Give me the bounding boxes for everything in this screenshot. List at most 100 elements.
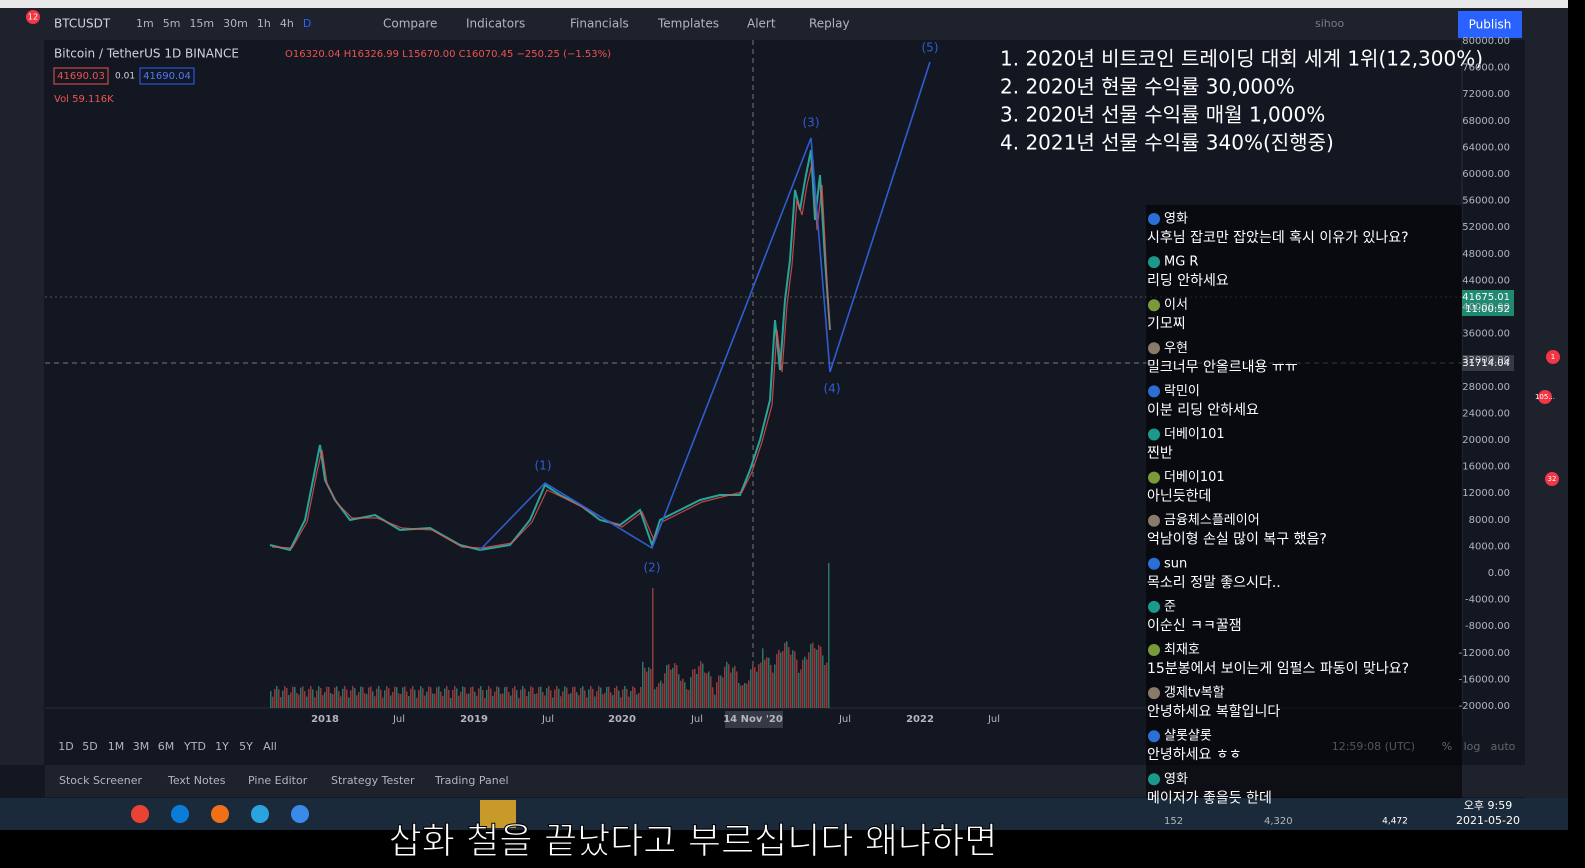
volume-bar (624, 686, 626, 708)
taskbar-stat: 152 (1164, 816, 1183, 827)
volume-bar (424, 695, 426, 708)
bottom-tab[interactable]: Pine Editor (248, 774, 308, 787)
taskbar-active[interactable] (480, 800, 516, 828)
volume-bar (678, 674, 680, 708)
price-series (269, 149, 831, 552)
taskbar-app[interactable] (251, 805, 269, 823)
scale-option[interactable]: % (1442, 740, 1452, 753)
price-label: 64000.00 (1462, 142, 1510, 153)
chat-name: 더베이101 (1164, 470, 1225, 485)
chat-message: 안녕하세요 ㅎㅎ (1147, 747, 1242, 763)
volume-bar (696, 673, 698, 708)
price-label: 8000.00 (1469, 515, 1510, 526)
taskbar-app[interactable] (171, 805, 189, 823)
chat-bg (1146, 205, 1462, 808)
volume-bar (692, 669, 694, 708)
wave-label: (4) (824, 382, 841, 396)
overlay-line: 3. 2020년 선물 수익률 매월 1,000% (1000, 103, 1325, 127)
interval[interactable]: D (303, 17, 311, 30)
bottom-tab[interactable]: Strategy Tester (331, 774, 415, 787)
volume-bar (550, 690, 552, 708)
chat-name: 금융체스플레이어 (1164, 513, 1260, 528)
range-button[interactable]: All (263, 740, 277, 753)
interval[interactable]: 4h (280, 17, 294, 30)
chat-message: 이분 리딩 안하세요 (1147, 402, 1259, 418)
volume-bar (806, 659, 808, 708)
volume-bar (542, 692, 544, 708)
volume-bar (612, 695, 614, 708)
range-button[interactable]: 3M (133, 740, 150, 753)
volume-bar (300, 687, 302, 708)
chat-name: 이서 (1164, 298, 1188, 313)
taskbar-app[interactable] (291, 805, 309, 823)
interval[interactable]: 1h (257, 17, 271, 30)
bottom-tab[interactable]: Text Notes (167, 774, 226, 787)
volume-bar (416, 697, 418, 708)
interval[interactable]: 15m (189, 17, 214, 30)
volume-bar (750, 669, 752, 708)
range-button[interactable]: 1Y (215, 740, 229, 753)
range-button[interactable]: 5Y (239, 740, 253, 753)
volume-bar (820, 646, 822, 708)
volume-bar (684, 682, 686, 708)
sidebar-badge (1538, 390, 1552, 404)
volume-bar (386, 686, 388, 708)
volume-bar (638, 692, 640, 708)
price-label: 56000.00 (1462, 196, 1510, 207)
volume-bar (494, 691, 496, 708)
time-label: 2019 (460, 714, 488, 725)
toolbar-button[interactable]: Compare (383, 17, 437, 31)
range-button[interactable]: 5D (82, 740, 97, 753)
range-button[interactable]: 1D (58, 740, 73, 753)
volume-bar (614, 687, 616, 708)
volume-bar (298, 694, 300, 708)
taskbar-app[interactable] (211, 805, 229, 823)
scale-option[interactable]: auto (1491, 740, 1516, 753)
volume-bar (514, 686, 516, 708)
volume-bar (474, 691, 476, 708)
taskbar-app[interactable] (131, 805, 149, 823)
toolbar-button[interactable]: Indicators (466, 17, 525, 31)
volume-bar (556, 686, 558, 708)
chat-avatar (1148, 730, 1160, 743)
interval[interactable]: 5m (163, 17, 181, 30)
toolbar-button[interactable]: Financials (570, 17, 629, 31)
interval[interactable]: 30m (223, 17, 248, 30)
chat-avatar (1148, 428, 1160, 441)
volume-bar (352, 686, 354, 708)
volume-bar (528, 691, 530, 708)
scale-option[interactable]: log (1464, 740, 1481, 753)
volume-bar (272, 696, 274, 708)
range-button[interactable]: 1M (108, 740, 125, 753)
toolbar-button[interactable]: Templates (657, 17, 719, 31)
volume-bar (382, 697, 384, 708)
interval[interactable]: 1m (136, 17, 154, 30)
volume-bar (396, 687, 398, 708)
volume-bar (290, 692, 292, 708)
volume-bar (392, 691, 394, 708)
volume-bar (810, 643, 812, 708)
range-button[interactable]: 6M (158, 740, 175, 753)
volume-bar (782, 651, 784, 708)
volume-bar (674, 663, 676, 708)
time-label: Jul (392, 714, 405, 725)
volume-bar (388, 688, 390, 708)
toolbar-button[interactable]: Replay (809, 17, 850, 31)
volume-bar (358, 692, 360, 708)
clock: 12:59:08 (UTC) (1332, 740, 1415, 753)
volume-bar (608, 686, 610, 708)
chat-message: 시후님 잡코만 잡았는데 혹시 이유가 있나요? (1147, 230, 1409, 246)
left-toolbar (0, 40, 44, 765)
volume-bar (748, 680, 750, 708)
bottom-tab[interactable]: Trading Panel (434, 774, 509, 787)
volume-bar (366, 694, 368, 708)
publish[interactable]: Publish (1469, 18, 1512, 32)
volume-bar (800, 669, 802, 708)
toolbar-button[interactable]: Alert (747, 17, 776, 31)
price-label: 20000.00 (1462, 435, 1510, 446)
volume-bar (658, 682, 660, 708)
publish-button[interactable] (1458, 11, 1522, 38)
bottom-tab[interactable]: Stock Screener (59, 774, 143, 787)
range-button[interactable]: YTD (183, 740, 206, 753)
volume-bar (564, 686, 566, 708)
